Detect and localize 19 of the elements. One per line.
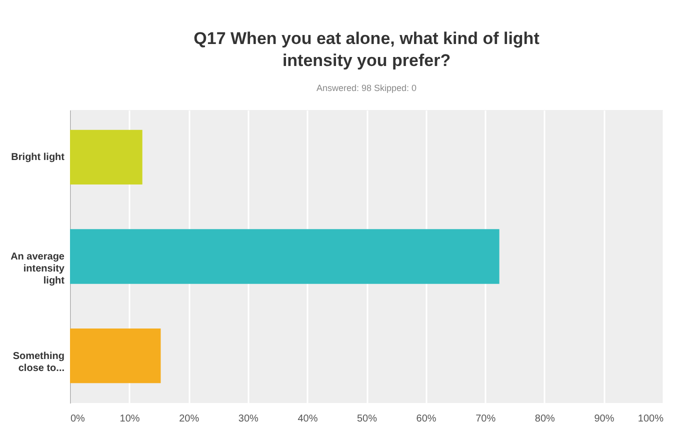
- x-tick-label: 90%: [594, 414, 614, 424]
- x-tick-label: 80%: [534, 414, 556, 424]
- x-tick-label: 50%: [356, 414, 378, 424]
- chart-title: Q17 When you eat alone, what kind of light intensity you prefer?: [194, 29, 540, 70]
- bar: [70, 130, 142, 184]
- bar: [70, 229, 500, 284]
- y-tick-label: An average intensity light: [10, 252, 66, 286]
- chart-subtitle: Answered: 98 Skipped: 0: [316, 83, 417, 93]
- bar: [70, 328, 161, 384]
- x-tick-label: 20%: [179, 414, 200, 424]
- x-tick-label: 10%: [120, 414, 140, 424]
- y-tick-label: Something close to...: [12, 350, 65, 374]
- x-tick-label: 0%: [70, 414, 86, 424]
- x-tick-label: 30%: [238, 414, 259, 424]
- x-tick-label: 100%: [638, 414, 664, 424]
- x-tick-label: 40%: [298, 414, 318, 424]
- x-tick-label: 70%: [476, 414, 496, 424]
- y-tick-label: Bright light: [11, 152, 66, 164]
- x-tick-label: 60%: [416, 414, 436, 424]
